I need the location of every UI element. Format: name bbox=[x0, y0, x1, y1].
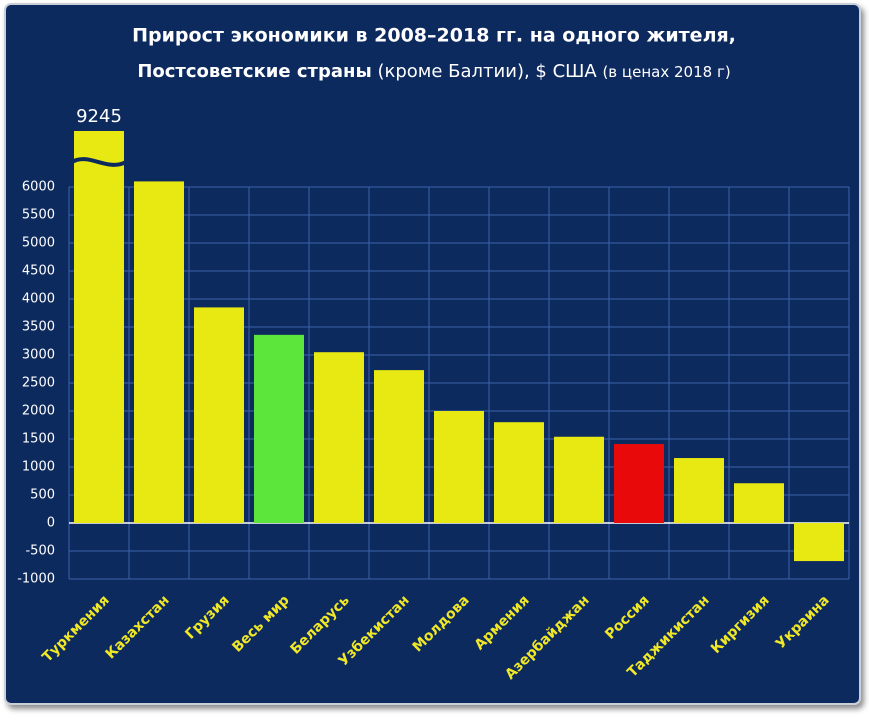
y-tick-label: 0 bbox=[47, 516, 55, 531]
bar bbox=[314, 352, 364, 523]
bar bbox=[134, 181, 184, 523]
bar bbox=[374, 370, 424, 523]
y-tick-label: -1000 bbox=[17, 572, 55, 587]
y-tick-label: 4500 bbox=[22, 264, 55, 279]
axis-break bbox=[70, 157, 127, 167]
bar bbox=[674, 458, 724, 523]
bar bbox=[254, 334, 304, 523]
y-tick-label: -500 bbox=[25, 544, 55, 559]
chart-title: Прирост экономики в 2008–2018 гг. на одн… bbox=[132, 25, 736, 47]
y-tick-label: 2500 bbox=[22, 376, 55, 391]
subtitle-bold: Постсоветские страны bbox=[137, 61, 371, 82]
bar bbox=[434, 411, 484, 523]
y-tick-label: 5000 bbox=[22, 236, 55, 251]
y-tick-label: 4000 bbox=[22, 292, 55, 307]
value-label: 9245 bbox=[76, 106, 122, 127]
bar bbox=[194, 307, 244, 523]
bar bbox=[74, 131, 124, 523]
y-tick-label: 1000 bbox=[22, 460, 55, 475]
y-tick-label: 500 bbox=[30, 488, 55, 503]
y-tick-label: 1500 bbox=[22, 432, 55, 447]
y-tick-label: 3500 bbox=[22, 320, 55, 335]
bar bbox=[614, 444, 664, 523]
chart-background bbox=[4, 3, 861, 705]
y-tick-label: 3000 bbox=[22, 348, 55, 363]
y-tick-label: 6000 bbox=[22, 180, 55, 195]
bar bbox=[554, 436, 604, 523]
bar bbox=[734, 483, 784, 523]
y-tick-label: 2000 bbox=[22, 404, 55, 419]
subtitle-note: (в ценах 2018 г) bbox=[602, 63, 730, 81]
bar bbox=[794, 523, 844, 562]
subtitle-main: (кроме Балтии), $ США bbox=[377, 61, 597, 82]
bar bbox=[494, 422, 544, 523]
chart-subtitle: Постсоветские страны (кроме Балтии), $ С… bbox=[137, 61, 730, 82]
y-tick-label: 5500 bbox=[22, 208, 55, 223]
